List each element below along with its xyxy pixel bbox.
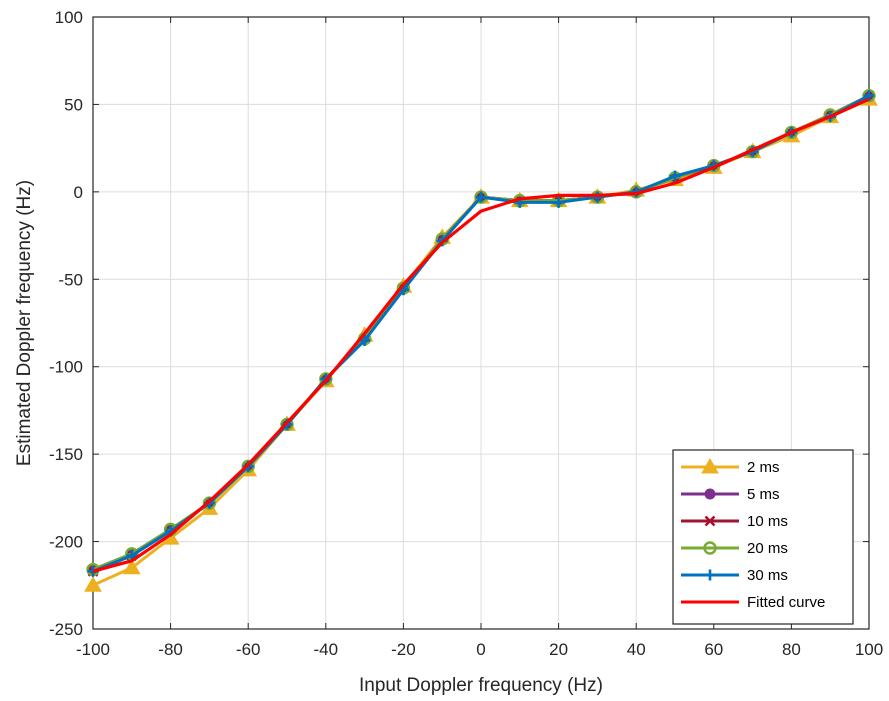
data-point (475, 191, 487, 203)
legend-item: 20 ms (681, 540, 788, 557)
plot-frame (92, 16, 870, 630)
series-layer (84, 88, 878, 592)
legend-label: 5 ms (747, 486, 780, 503)
axes: -100 -80 -60 -40 -20 0 20 40 60 80 100100500-50-10… (49, 8, 883, 659)
data-point (553, 196, 565, 208)
legend-marker (701, 457, 719, 474)
data-point (591, 191, 603, 203)
x-tick-label: 80 (782, 640, 801, 659)
data-point (669, 170, 681, 182)
data-point (359, 334, 371, 346)
x-tick-label: -20 (391, 640, 416, 659)
data-point (122, 558, 141, 575)
series-line (92, 97, 870, 573)
y-axis-label: Estimated Doppler frequency (Hz) (14, 180, 35, 466)
legend-item: Fitted curve (681, 594, 825, 611)
legend-item: 2 ms (681, 457, 780, 476)
x-tick-label: 40 (627, 640, 646, 659)
x-tick-label: 0 (476, 640, 485, 659)
x-tick-label: 60 (704, 640, 723, 659)
y-tick-label: -250 (49, 620, 83, 639)
y-tick-label: -150 (49, 445, 83, 464)
x-tick-label: -100 (76, 640, 110, 659)
x-tick-label: 100 (855, 640, 883, 659)
legend-marker (704, 488, 716, 500)
legend-label: Fitted curve (747, 594, 825, 611)
y-tick-label: 100 (55, 8, 83, 27)
legend-item: 5 ms (681, 486, 780, 503)
x-axis-label: Input Doppler frequency (Hz) (359, 675, 603, 696)
legend-label: 2 ms (747, 459, 780, 476)
x-tick-label: 20 (549, 640, 568, 659)
y-tick-label: -100 (49, 358, 83, 377)
y-tick-label: -50 (58, 270, 83, 289)
y-tick-label: 50 (64, 95, 83, 114)
legend-label: 10 ms (747, 513, 788, 530)
legend-marker (703, 541, 717, 555)
legend: 2 ms 5 ms 10 ms 20 ms 30 ms Fitted curve (672, 449, 854, 625)
legend-item: 30 ms (681, 567, 788, 584)
x-tick-label: -60 (236, 640, 261, 659)
legend-label: 30 ms (747, 567, 788, 584)
legend-marker (704, 569, 716, 581)
series-fitted-curve (92, 97, 870, 573)
legend-item: 10 ms (681, 513, 788, 530)
x-tick-label: -40 (314, 640, 339, 659)
legend-label: 20 ms (747, 540, 788, 557)
y-tick-label: 0 (74, 183, 83, 202)
x-tick-label: -80 (158, 640, 183, 659)
legend-marker (704, 515, 716, 527)
legend-box (672, 449, 854, 625)
y-tick-label: -200 (49, 533, 83, 552)
data-point (84, 576, 102, 592)
